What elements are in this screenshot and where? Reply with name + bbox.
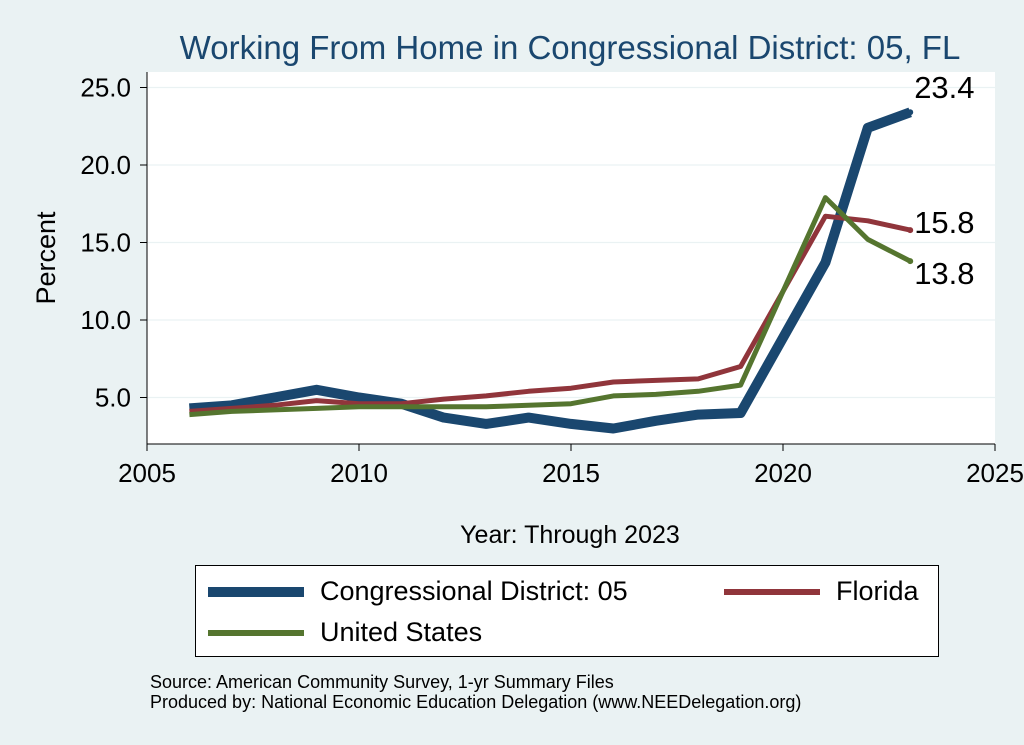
series-end-point-2 [907, 258, 914, 265]
series-end-point-1 [907, 227, 914, 234]
x-tick-label-1: 2010 [330, 458, 388, 488]
producer-line: Produced by: National Economic Education… [150, 692, 802, 712]
legend-label-florida: Florida [836, 576, 919, 606]
legend-swatch-united-states [208, 629, 304, 636]
end-label-2: 13.8 [914, 256, 974, 291]
y-axis-label: Percent [31, 211, 61, 305]
plot-area [147, 72, 995, 444]
y-tick-label-0: 5.0 [95, 383, 131, 413]
y-tick-label-1: 10.0 [80, 305, 131, 335]
end-label-0: 23.4 [914, 70, 974, 105]
x-tick-label-2: 2015 [542, 458, 600, 488]
legend-item-florida: Florida [724, 576, 919, 607]
legend-item-congressional-district: Congressional District: 05 [208, 576, 628, 607]
chart-title: Working From Home in Congressional Distr… [180, 29, 961, 66]
legend-swatch-congressional-district [208, 586, 304, 597]
legend-swatch-florida [724, 588, 820, 595]
series-lines [189, 107, 914, 434]
legend-label-congressional-district: Congressional District: 05 [320, 576, 628, 606]
x-ticks: 2005 2010 2015 2020 2025 [118, 444, 1024, 488]
legend: Congressional District: 05 Florida Unite… [195, 565, 939, 657]
source-note: Source: American Community Survey, 1-yr … [150, 672, 801, 712]
series-line-0 [189, 107, 912, 434]
end-labels: 23.4 15.8 13.8 [914, 70, 974, 291]
y-tick-label-4: 25.0 [80, 73, 131, 103]
x-tick-label-0: 2005 [118, 458, 176, 488]
x-axis-label: Year: Through 2023 [460, 521, 680, 549]
source-line: Source: American Community Survey, 1-yr … [150, 672, 614, 692]
x-tick-label-4: 2025 [966, 458, 1024, 488]
legend-label-united-states: United States [320, 617, 483, 647]
y-tick-label-3: 20.0 [80, 150, 131, 180]
series-end-point-0 [907, 109, 914, 116]
x-tick-label-3: 2020 [754, 458, 812, 488]
series-line-1 [189, 213, 911, 414]
y-ticks: 5.0 10.0 15.0 20.0 25.0 [80, 73, 147, 413]
series-line-2 [189, 195, 912, 418]
end-label-1: 15.8 [914, 205, 974, 240]
legend-item-united-states: United States [208, 617, 482, 648]
y-tick-label-2: 15.0 [80, 228, 131, 258]
